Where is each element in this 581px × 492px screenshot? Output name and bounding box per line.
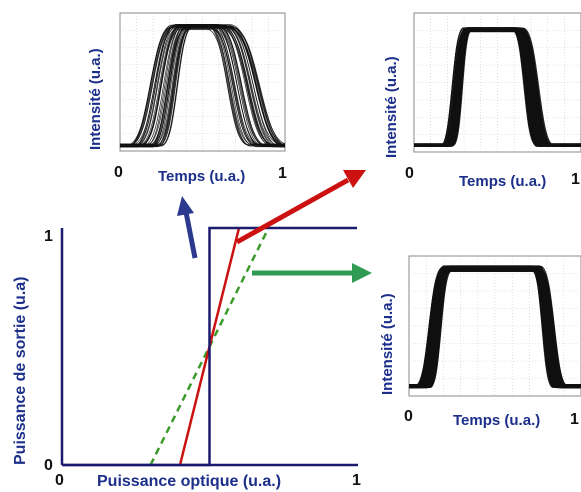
inset-top-right-xlabel: Temps (u.a.) <box>459 173 546 190</box>
inset-bottom-right-ylabel: Intensité (u.a.) <box>379 293 396 395</box>
eye-trace <box>409 267 581 388</box>
inset-bottom-right-x1: 1 <box>570 411 579 428</box>
red-arrow-head <box>343 170 366 188</box>
inset-top-left-x0: 0 <box>114 164 123 181</box>
green-arrow-head <box>352 263 372 283</box>
inset-top-left: Intensité (u.a.) 0 Temps (u.a.) 1 <box>87 12 287 185</box>
eye-trace <box>120 24 285 146</box>
inset-top-right-ylabel: Intensité (u.a.) <box>383 56 400 158</box>
inset-top-right-eye-traces <box>414 27 581 147</box>
eye-trace <box>120 25 285 145</box>
eye-trace <box>414 30 581 146</box>
inset-top-right: Intensité (u.a.) 0 Temps (u.a.) 1 <box>383 12 581 190</box>
inset-bottom-right-x0: 0 <box>404 408 413 425</box>
red-arrow-shaft <box>235 177 350 245</box>
main-x-tick-0: 0 <box>55 472 64 489</box>
main-xlabel: Puissance optique (u.a.) <box>97 473 281 490</box>
blue-arrow-head <box>177 196 194 216</box>
main-series-step <box>62 226 357 467</box>
inset-bottom-right: Intensité (u.a.) 0 Temps (u.a.) 1 <box>379 255 581 429</box>
inset-top-right-x0: 0 <box>405 165 414 182</box>
eye-trace <box>414 29 581 147</box>
main-x-tick-1: 1 <box>352 472 361 489</box>
eye-trace <box>409 266 581 386</box>
eye-trace <box>409 269 581 387</box>
inset-top-right-grid <box>414 13 581 152</box>
blue-arrow-shaft <box>183 211 198 259</box>
inset-bottom-right-xlabel: Temps (u.a.) <box>453 412 540 429</box>
main-y-tick-0: 0 <box>44 457 53 474</box>
eye-trace <box>414 28 581 146</box>
arrows <box>177 170 372 283</box>
inset-top-left-x1: 1 <box>278 165 287 182</box>
eye-trace <box>409 265 581 388</box>
eye-trace <box>120 24 285 147</box>
inset-top-right-x1: 1 <box>571 171 580 188</box>
main-ylabel: Puissance de sortie (u.a) <box>12 276 29 465</box>
inset-bottom-right-eye-traces <box>409 265 581 389</box>
main-plot: Puissance de sortie (u.a) Puissance opti… <box>12 226 361 490</box>
inset-top-left-xlabel: Temps (u.a.) <box>158 168 245 185</box>
main-series-group <box>62 226 357 467</box>
inset-top-left-eye-traces <box>120 23 285 148</box>
eye-trace <box>120 24 285 148</box>
inset-top-left-ylabel: Intensité (u.a.) <box>87 48 104 150</box>
main-y-tick-1: 1 <box>44 228 53 245</box>
